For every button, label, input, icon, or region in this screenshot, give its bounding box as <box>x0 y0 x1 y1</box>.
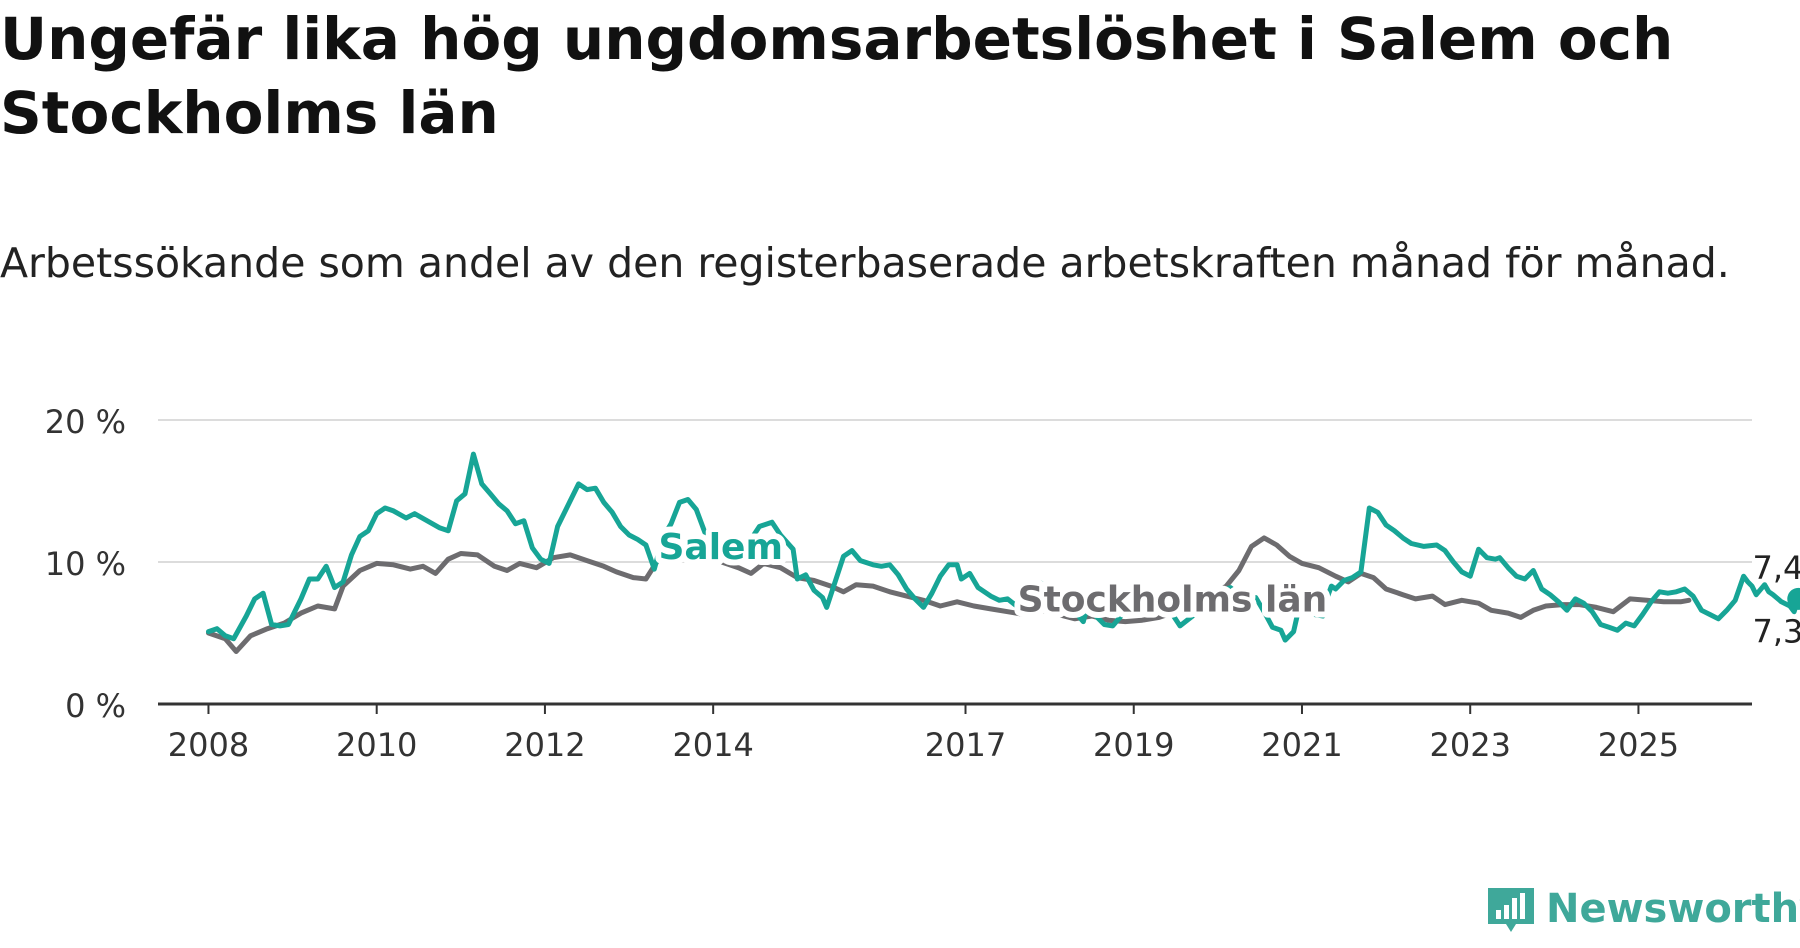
x-tick-label: 2019 <box>1093 726 1174 764</box>
end-label-stockholm: 7,3 % <box>1753 612 1800 650</box>
x-tick-label: 2012 <box>504 726 585 764</box>
series-layer <box>206 451 1800 654</box>
series-line <box>206 535 1692 654</box>
line-chart: 0 % 10 % 20 % 2008 2010 2012 2014 2017 2019 2021 2… <box>45 403 1800 764</box>
series-line <box>206 451 1800 643</box>
logo-text: Newsworthy <box>1546 886 1800 932</box>
endpoint-dot <box>1787 587 1800 610</box>
series-label-salem-halo: Salem <box>658 527 783 568</box>
newsworthy-logo[interactable]: Newsworthy <box>1486 884 1800 934</box>
axis-layer: 0 % 10 % 20 % 2008 2010 2012 2014 2017 2019 2021 2… <box>45 403 1752 764</box>
x-tick-label: 2008 <box>168 726 249 764</box>
y-tick-label: 10 % <box>45 545 126 583</box>
series-label-salem: Salem <box>658 527 783 568</box>
x-tick-label: 2014 <box>672 726 753 764</box>
y-tick-label: 0 % <box>65 687 126 725</box>
series-label-stockholm: Stockholms län <box>1018 580 1328 621</box>
chart-title: Ungefär lika hög ungdomsarbetslöshet i S… <box>0 5 1674 147</box>
bar-chart-icon <box>1488 888 1534 932</box>
x-tick-label: 2010 <box>336 726 417 764</box>
chart-subtitle: Arbetssökande som andel av den registerb… <box>0 239 1730 287</box>
x-tick-label: 2023 <box>1429 726 1510 764</box>
grid-layer <box>158 419 1752 563</box>
y-tick-label: 20 % <box>45 403 126 441</box>
series-label-stockholm-halo: Stockholms län <box>1018 580 1328 621</box>
x-tick-label: 2021 <box>1261 726 1342 764</box>
x-tick-label: 2017 <box>925 726 1006 764</box>
x-tick-label: 2025 <box>1598 726 1679 764</box>
end-label-salem: 7,4 % <box>1753 549 1800 587</box>
